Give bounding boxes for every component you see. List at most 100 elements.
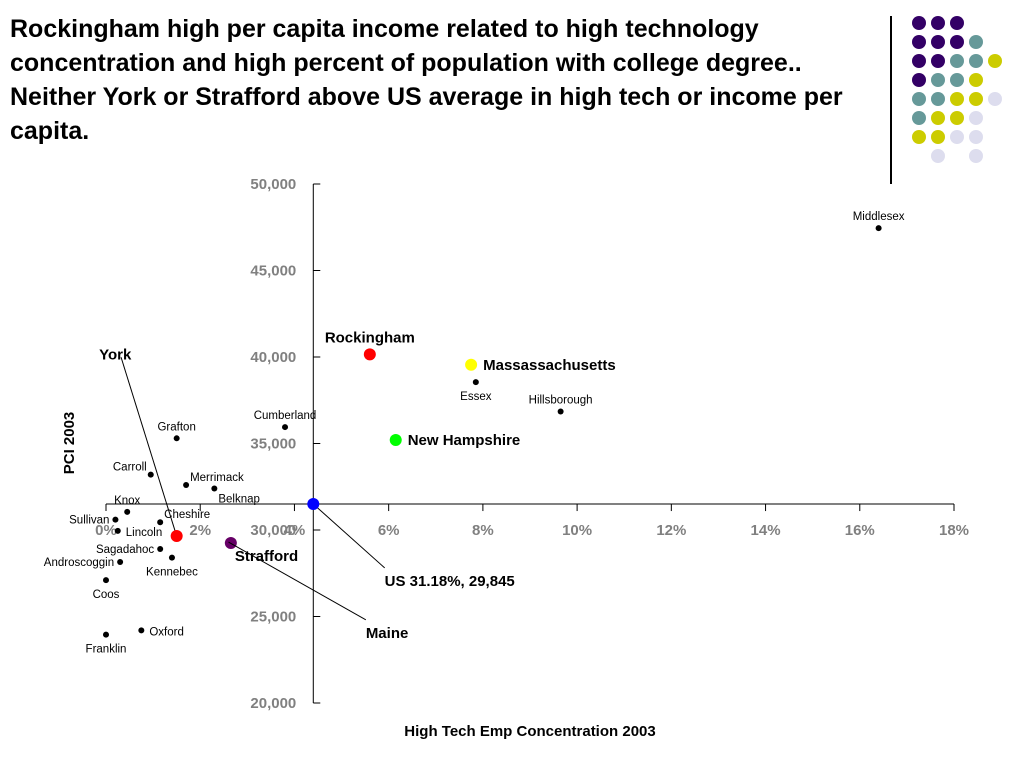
y-tick-label: 40,000: [250, 349, 296, 366]
point-oxford: [138, 627, 145, 634]
point-label-sagadahoc: Sagadahoc: [96, 544, 154, 556]
y-tick-label: 50,000: [250, 176, 296, 193]
point-franklin: [103, 631, 109, 638]
point-label-knox: Knox: [114, 495, 140, 507]
point-label-strafford: Strafford: [235, 548, 298, 565]
point-grafton: [173, 435, 180, 442]
point-label-franklin: Franklin: [86, 644, 127, 656]
point-knox: [124, 508, 131, 515]
x-tick-label: 0%: [95, 522, 117, 539]
point-label-coos: Coos: [93, 589, 120, 601]
y-axis-title: PCI 2003: [61, 412, 78, 475]
decor-dot: [912, 16, 926, 30]
point-belknap: [211, 485, 218, 492]
point-label-cumberland: Cumberland: [254, 410, 317, 422]
callout-line-york: [120, 357, 178, 537]
point-essex: [472, 379, 479, 386]
decor-dot: [950, 130, 964, 144]
point-cumberland: [282, 424, 289, 431]
point-merrimack: [183, 482, 190, 489]
point-label-cheshire: Cheshire: [164, 509, 210, 521]
point-label-belknap: Belknap: [218, 493, 260, 505]
slide-title: Rockingham high per capita income relate…: [10, 15, 843, 145]
point-coos: [103, 577, 109, 584]
decor-dot: [950, 73, 964, 87]
decor-dot: [931, 130, 945, 144]
decor-dot: [912, 92, 926, 106]
decor-dot: [931, 35, 945, 49]
decor-dot: [988, 54, 1002, 68]
decor-dot: [950, 54, 964, 68]
point-york: [170, 530, 183, 543]
callout-line-maine: [228, 541, 367, 621]
point-label-rockingham: Rockingham: [325, 329, 415, 346]
x-tick-label: 6%: [378, 522, 400, 539]
point-rockingham: [363, 348, 376, 361]
decor-dot: [912, 54, 926, 68]
x-tick-label: 18%: [939, 522, 969, 539]
decor-dot: [969, 92, 983, 106]
y-tick-label: 20,000: [250, 695, 296, 712]
x-tick-label: 16%: [845, 522, 875, 539]
point-label-lincoln: Lincoln: [126, 527, 162, 539]
decor-dot: [931, 54, 945, 68]
point-middlesex: [875, 225, 882, 232]
decor-dot: [969, 111, 983, 125]
decor-dot: [912, 130, 926, 144]
decor-dot: [912, 35, 926, 49]
decor-dot: [969, 149, 983, 163]
decor-dot: [931, 111, 945, 125]
point-kennebec: [168, 554, 175, 561]
x-axis-title: High Tech Emp Concentration 2003: [404, 723, 655, 740]
point-label-kennebec: Kennebec: [146, 567, 198, 579]
point-label-hillsborough: Hillsborough: [529, 394, 593, 406]
decor-dot: [950, 111, 964, 125]
point-label-sullivan: Sullivan: [69, 515, 109, 527]
x-tick-label: 12%: [656, 522, 686, 539]
decor-dot: [950, 16, 964, 30]
point-new-hampshire: [389, 434, 402, 447]
point-label-maine: Maine: [366, 625, 409, 642]
point-label-new-hampshire: New Hampshire: [408, 432, 521, 449]
decor-dot: [969, 73, 983, 87]
point-us-31-18-29-845: [307, 498, 320, 511]
point-label-carroll: Carroll: [113, 462, 147, 474]
y-tick-label: 25,000: [250, 609, 296, 626]
callout-line-us-31-18-29-845: [312, 503, 386, 569]
decor-dot: [931, 16, 945, 30]
decor-dot: [950, 92, 964, 106]
point-label-oxford: Oxford: [149, 626, 184, 638]
decor-dot: [912, 111, 926, 125]
point-label-merrimack: Merrimack: [190, 472, 244, 484]
decor-dot: [988, 92, 1002, 106]
point-label-us-31-18-29-845: US 31.18%, 29,845: [385, 573, 515, 590]
y-tick-label: 30,000: [250, 522, 296, 539]
decor-dot: [931, 92, 945, 106]
x-tick-label: 8%: [472, 522, 494, 539]
decor-dot: [969, 54, 983, 68]
point-cheshire: [157, 519, 164, 526]
point-androscoggin: [117, 559, 124, 566]
x-tick-label: 2%: [189, 522, 211, 539]
point-label-massassachusetts: Massassachusetts: [483, 357, 616, 374]
point-label-essex: Essex: [460, 391, 492, 403]
point-label-york: York: [99, 346, 132, 363]
point-sullivan: [112, 516, 119, 523]
x-tick-label: 10%: [562, 522, 592, 539]
decor-dot: [969, 35, 983, 49]
point-hillsborough: [557, 408, 564, 415]
point-label-grafton: Grafton: [157, 421, 195, 433]
point-label-androscoggin: Androscoggin: [44, 557, 114, 569]
point-lincoln: [114, 527, 121, 534]
point-sagadahoc: [157, 546, 164, 553]
decor-dot: [931, 149, 945, 163]
decor-dot: [931, 73, 945, 87]
point-carroll: [147, 471, 154, 478]
decor-dot: [912, 73, 926, 87]
x-tick-label: 14%: [751, 522, 781, 539]
y-tick-label: 45,000: [250, 263, 296, 280]
y-tick-label: 35,000: [250, 436, 296, 453]
title-divider: [890, 16, 892, 184]
